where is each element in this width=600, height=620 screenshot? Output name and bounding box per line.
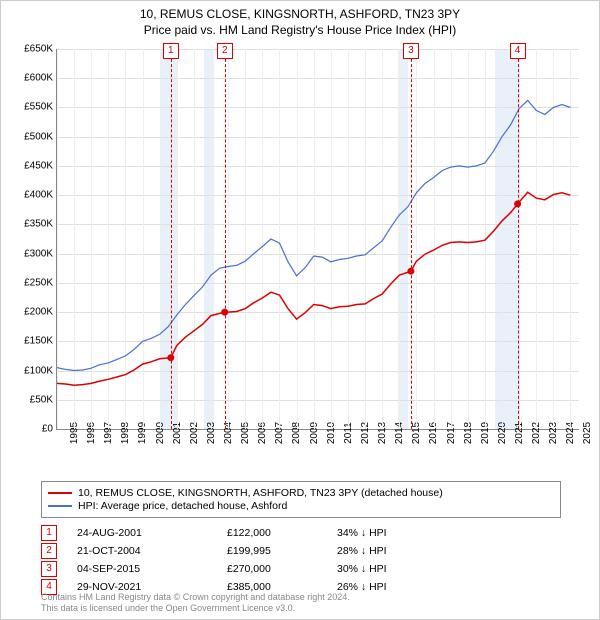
sale-index-badge: 3 bbox=[41, 561, 57, 577]
y-axis-label: £200K bbox=[24, 307, 53, 318]
sale-marker-badge: 4 bbox=[510, 43, 526, 59]
sale-marker-badge: 2 bbox=[217, 43, 233, 59]
sale-table: 1 24-AUG-2001£122,00034% ↓ HPI 2 21-OCT-200… bbox=[41, 523, 561, 597]
sale-marker-line bbox=[225, 49, 226, 429]
footer-line1: Contains HM Land Registry data © Crown c… bbox=[41, 592, 350, 604]
y-axis-label: £500K bbox=[24, 131, 53, 142]
sale-marker-badge: 1 bbox=[163, 43, 179, 59]
chart-plot-area: £0£50K£100K£150K£200K£250K£300K£350K£400… bbox=[56, 49, 579, 430]
legend-item: HPI: Average price, detached house, Ashf… bbox=[48, 500, 554, 512]
title-block: 10, REMUS CLOSE, KINGSNORTH, ASHFORD, TN… bbox=[1, 1, 599, 37]
y-axis-label: £450K bbox=[24, 160, 53, 171]
y-axis-label: £550K bbox=[24, 102, 53, 113]
sale-price: £122,000 bbox=[227, 527, 337, 539]
legend-label: 10, REMUS CLOSE, KINGSNORTH, ASHFORD, TN… bbox=[78, 487, 443, 499]
sale-index-badge: 2 bbox=[41, 543, 57, 559]
chart-svg bbox=[57, 49, 579, 429]
sale-date: 04-SEP-2015 bbox=[77, 563, 227, 575]
legend-label: HPI: Average price, detached house, Ashf… bbox=[78, 500, 287, 512]
figure-container: 10, REMUS CLOSE, KINGSNORTH, ASHFORD, TN… bbox=[0, 0, 600, 620]
sale-diff-vs-hpi: 26% ↓ HPI bbox=[337, 581, 447, 593]
sale-marker-line bbox=[171, 49, 172, 429]
sale-marker-badge: 3 bbox=[403, 43, 419, 59]
sale-diff-vs-hpi: 28% ↓ HPI bbox=[337, 545, 447, 557]
series-price_paid bbox=[57, 192, 570, 385]
sale-diff-vs-hpi: 34% ↓ HPI bbox=[337, 527, 447, 539]
sale-date: 24-AUG-2001 bbox=[77, 527, 227, 539]
legend-swatch bbox=[48, 492, 72, 494]
legend-box: 10, REMUS CLOSE, KINGSNORTH, ASHFORD, TN… bbox=[41, 481, 561, 518]
sale-marker-line bbox=[518, 49, 519, 429]
y-axis-label: £650K bbox=[24, 44, 53, 55]
legend-swatch bbox=[48, 505, 72, 507]
sale-row: 1 24-AUG-2001£122,00034% ↓ HPI bbox=[41, 525, 561, 541]
footer-attribution: Contains HM Land Registry data © Crown c… bbox=[41, 592, 350, 615]
y-axis-label: £600K bbox=[24, 73, 53, 84]
sale-row: 2 21-OCT-2004£199,99528% ↓ HPI bbox=[41, 543, 561, 559]
sale-row: 3 04-SEP-2015£270,00030% ↓ HPI bbox=[41, 561, 561, 577]
y-axis-label: £350K bbox=[24, 219, 53, 230]
legend-item: 10, REMUS CLOSE, KINGSNORTH, ASHFORD, TN… bbox=[48, 487, 554, 499]
footer-line2: This data is licensed under the Open Gov… bbox=[41, 603, 350, 615]
sale-marker-line bbox=[411, 49, 412, 429]
y-axis-label: £100K bbox=[24, 365, 53, 376]
series-hpi bbox=[57, 100, 570, 370]
y-axis-label: £150K bbox=[24, 336, 53, 347]
y-axis-label: £250K bbox=[24, 277, 53, 288]
sale-diff-vs-hpi: 30% ↓ HPI bbox=[337, 563, 447, 575]
sale-price: £199,995 bbox=[227, 545, 337, 557]
y-axis-label: £50K bbox=[30, 394, 53, 405]
sale-index-badge: 1 bbox=[41, 525, 57, 541]
y-axis-label: £300K bbox=[24, 248, 53, 259]
y-axis-label: £400K bbox=[24, 190, 53, 201]
sale-price: £270,000 bbox=[227, 563, 337, 575]
title-subtitle: Price paid vs. HM Land Registry's House … bbox=[1, 23, 599, 37]
title-address: 10, REMUS CLOSE, KINGSNORTH, ASHFORD, TN… bbox=[1, 7, 599, 21]
sale-date: 21-OCT-2004 bbox=[77, 545, 227, 557]
y-axis-label: £0 bbox=[42, 424, 53, 435]
